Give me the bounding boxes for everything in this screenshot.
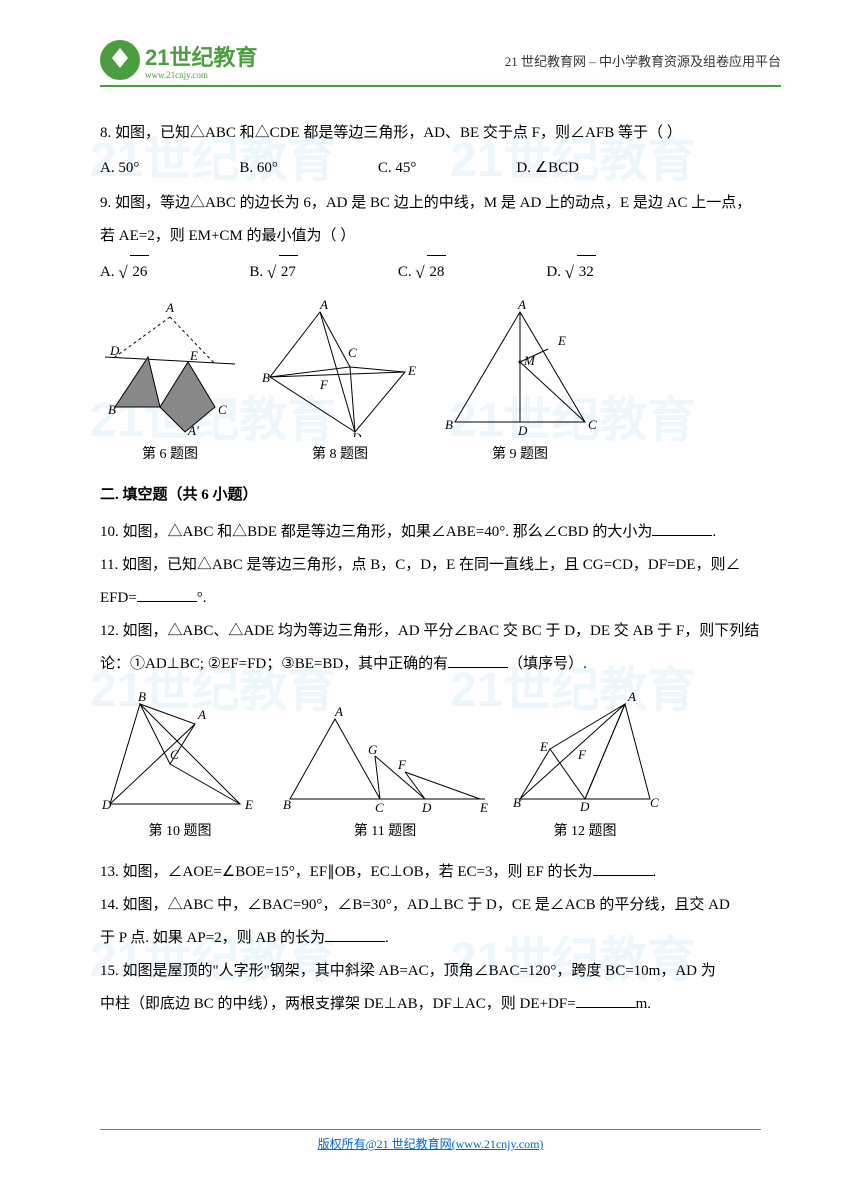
- content-area: 8. 如图，已知△ABC 和△CDE 都是等边三角形，AD、BE 交于点 F，则…: [100, 117, 781, 1021]
- figure-11: A B C D E G F 第 11 题图: [280, 704, 490, 848]
- option-8a: A. 50°: [100, 152, 139, 185]
- svg-text:D: D: [421, 800, 432, 814]
- svg-text:E: E: [539, 739, 548, 754]
- svg-text:A: A: [334, 704, 343, 719]
- logo-text: 21世纪教育: [145, 40, 257, 72]
- svg-text:B: B: [283, 797, 291, 812]
- svg-text:C: C: [218, 402, 227, 417]
- svg-text:B: B: [262, 370, 270, 385]
- question-14: 14. 如图，△ABC 中，∠BAC=90°，∠B=30°，AD⊥BC 于 D，…: [100, 889, 781, 955]
- svg-text:A: A: [319, 297, 328, 312]
- figure-12-label: 第 12 题图: [510, 817, 660, 848]
- option-9c: C. 28: [398, 255, 447, 289]
- svg-text:B: B: [513, 795, 521, 810]
- figure-10-svg: B A C D E: [100, 689, 260, 814]
- svg-text:C: C: [170, 747, 179, 762]
- figure-9: A B C D M E 第 9 题图: [440, 297, 600, 471]
- svg-text:B: B: [445, 417, 453, 432]
- page-header: 21世纪教育 www.21cnjy.com 21 世纪教育网 – 中小学教育资源…: [100, 40, 781, 87]
- question-13: 13. 如图，∠AOE=∠BOE=15°，EF∥OB，EC⊥OB，若 EC=3，…: [100, 856, 781, 889]
- svg-text:B: B: [138, 689, 146, 704]
- option-8b: B. 60°: [239, 152, 278, 185]
- figures-row-1: A D E B C A' 第 6 题图 A B C: [100, 297, 781, 471]
- question-9-options: A. 26 B. 27 C. 28 D. 32: [100, 255, 781, 289]
- svg-text:E: E: [479, 800, 488, 814]
- option-8c: C. 45°: [378, 152, 417, 185]
- footer-link: 版权所有@21 世纪教育网(www.21cnjy.com): [318, 1137, 544, 1151]
- svg-text:A: A: [165, 300, 174, 315]
- logo: 21世纪教育 www.21cnjy.com: [100, 40, 257, 80]
- option-9a: A. 26: [100, 255, 149, 289]
- svg-text:D: D: [109, 343, 120, 358]
- svg-text:F: F: [319, 377, 329, 392]
- page-footer: 版权所有@21 世纪教育网(www.21cnjy.com): [100, 1129, 761, 1152]
- svg-text:E: E: [189, 348, 198, 363]
- svg-text:D: D: [517, 423, 528, 437]
- question-9-text: 9. 如图，等边△ABC 的边长为 6，AD 是 BC 边上的中线，M 是 AD…: [100, 187, 781, 220]
- figure-9-label: 第 9 题图: [440, 440, 600, 471]
- question-12: 12. 如图，△ABC、△ADE 均为等边三角形，AD 平分∠BAC 交 BC …: [100, 615, 781, 681]
- option-8d: D. ∠BCD: [516, 152, 579, 185]
- figure-11-svg: A B C D E G F: [280, 704, 490, 814]
- figure-8: A B C E D F 第 8 题图: [260, 297, 420, 471]
- svg-text:C: C: [348, 345, 357, 360]
- blank-12: [448, 650, 508, 668]
- question-11: 11. 如图，已知△ABC 是等边三角形，点 B，C，D，E 在同一直线上，且 …: [100, 549, 781, 615]
- blank-15: [576, 990, 636, 1008]
- svg-text:B: B: [108, 402, 116, 417]
- figure-8-svg: A B C E D F: [260, 297, 420, 437]
- figure-6-label: 第 6 题图: [100, 440, 240, 471]
- blank-13: [593, 858, 653, 876]
- svg-text:C: C: [375, 800, 384, 814]
- question-8-text: 8. 如图，已知△ABC 和△CDE 都是等边三角形，AD、BE 交于点 F，则…: [100, 117, 781, 150]
- option-9b: B. 27: [249, 255, 298, 289]
- figure-12-svg: A B C D E F: [510, 689, 660, 814]
- blank-11: [137, 584, 197, 602]
- svg-text:F: F: [577, 747, 587, 762]
- option-9d: D. 32: [546, 255, 595, 289]
- figure-6: A D E B C A' 第 6 题图: [100, 297, 240, 471]
- question-8-options: A. 50° B. 60° C. 45° D. ∠BCD: [100, 152, 781, 185]
- logo-icon: [100, 40, 140, 80]
- svg-text:F: F: [397, 757, 407, 772]
- figure-12: A B C D E F 第 12 题图: [510, 689, 660, 848]
- header-right-text: 21 世纪教育网 – 中小学教育资源及组卷应用平台: [505, 51, 781, 70]
- svg-text:G: G: [368, 742, 378, 757]
- question-15: 15. 如图是屋顶的"人字形"钢架，其中斜梁 AB=AC，顶角∠BAC=120°…: [100, 955, 781, 1021]
- figure-10: B A C D E 第 10 题图: [100, 689, 260, 848]
- figure-6-svg: A D E B C A': [100, 297, 240, 437]
- svg-text:D: D: [579, 799, 590, 814]
- svg-text:E: E: [407, 363, 416, 378]
- svg-text:C: C: [588, 417, 597, 432]
- svg-text:A: A: [197, 707, 206, 722]
- svg-text:A: A: [517, 297, 526, 312]
- figures-row-2: B A C D E 第 10 题图 A B C D E G: [100, 689, 781, 848]
- figure-8-label: 第 8 题图: [260, 440, 420, 471]
- blank-10: [652, 518, 712, 536]
- blank-14: [325, 924, 385, 942]
- section-2-title: 二. 填空题（共 6 小题）: [100, 479, 781, 512]
- svg-text:A': A': [187, 423, 199, 437]
- svg-text:C: C: [650, 795, 659, 810]
- question-10: 10. 如图，△ABC 和△BDE 都是等边三角形，如果∠ABE=40°. 那么…: [100, 516, 781, 549]
- question-9: 9. 如图，等边△ABC 的边长为 6，AD 是 BC 边上的中线，M 是 AD…: [100, 187, 781, 289]
- svg-text:E: E: [244, 797, 253, 812]
- svg-text:E: E: [557, 333, 566, 348]
- svg-text:A: A: [627, 689, 636, 704]
- question-8: 8. 如图，已知△ABC 和△CDE 都是等边三角形，AD、BE 交于点 F，则…: [100, 117, 781, 185]
- figure-9-svg: A B C D M E: [440, 297, 600, 437]
- figure-11-label: 第 11 题图: [280, 817, 490, 848]
- figure-10-label: 第 10 题图: [100, 817, 260, 848]
- question-9-text2: 若 AE=2，则 EM+CM 的最小值为（ ）: [100, 220, 781, 253]
